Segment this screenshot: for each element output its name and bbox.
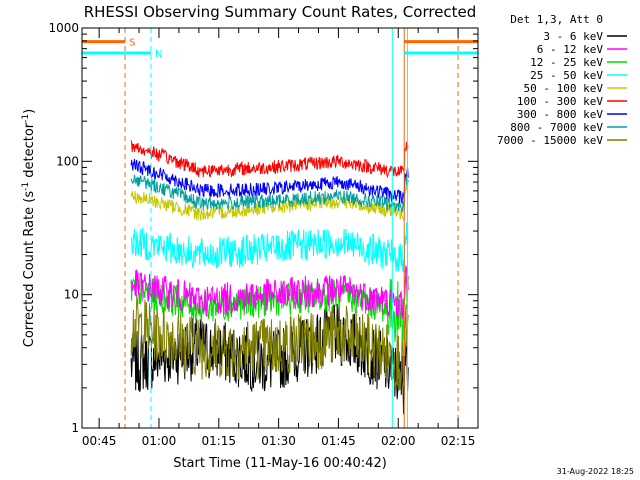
chart-title: RHESSI Observing Summary Count Rates, Co… bbox=[84, 3, 477, 21]
y-tick-label: 100 bbox=[56, 154, 79, 168]
y-tick-label: 10 bbox=[64, 288, 79, 302]
x-axis-label: Start Time (11-May-16 00:40:42) bbox=[173, 456, 387, 471]
series-line bbox=[131, 222, 409, 273]
plot-frame bbox=[81, 27, 479, 429]
series-line bbox=[130, 265, 409, 320]
axes-group: 1 10 100 1000 00:45 01:00 01:15 01:30 01:45 02:00… bbox=[48, 21, 478, 448]
x-tick-label: 01:45 bbox=[321, 434, 356, 448]
series-group bbox=[130, 140, 409, 415]
state-bar-label: S bbox=[129, 38, 135, 49]
y-tick-label: 1000 bbox=[48, 21, 79, 35]
x-tick-label: 01:15 bbox=[201, 434, 236, 448]
y-tick-label: 1 bbox=[71, 421, 79, 435]
footer-timestamp: 31-Aug-2022 18:25 bbox=[557, 467, 634, 476]
legend-label: 6 - 12 keV bbox=[537, 43, 604, 56]
x-tick-label: 01:30 bbox=[261, 434, 296, 448]
legend-label: 100 - 300 keV bbox=[517, 95, 603, 108]
legend-label: 12 - 25 keV bbox=[530, 56, 603, 69]
x-tick-label: 02:15 bbox=[441, 434, 476, 448]
series-line bbox=[130, 140, 409, 179]
legend-label: 3 - 6 keV bbox=[543, 30, 603, 43]
state-bars-group: SN bbox=[82, 38, 478, 60]
series-line bbox=[130, 303, 409, 415]
legend-label: 7000 - 15000 keV bbox=[497, 134, 603, 147]
x-tick-label: 01:00 bbox=[142, 434, 177, 448]
series-line bbox=[130, 184, 409, 221]
legend-label: 25 - 50 keV bbox=[530, 69, 603, 82]
series-line bbox=[130, 158, 409, 204]
x-tick-label: 00:45 bbox=[82, 434, 117, 448]
y-axis-label: Corrected Count Rate (s-1 detector-1) bbox=[21, 109, 37, 347]
legend-label: 50 - 100 keV bbox=[524, 82, 604, 95]
legend-label: 300 - 800 keV bbox=[517, 108, 603, 121]
state-bar-label: N bbox=[155, 49, 162, 60]
series-line bbox=[130, 295, 409, 391]
series-line bbox=[130, 174, 409, 213]
x-tick-label: 02:00 bbox=[381, 434, 416, 448]
legend-label: 800 - 7000 keV bbox=[510, 121, 603, 134]
legend-title: Det 1,3, Att 0 bbox=[510, 13, 603, 26]
